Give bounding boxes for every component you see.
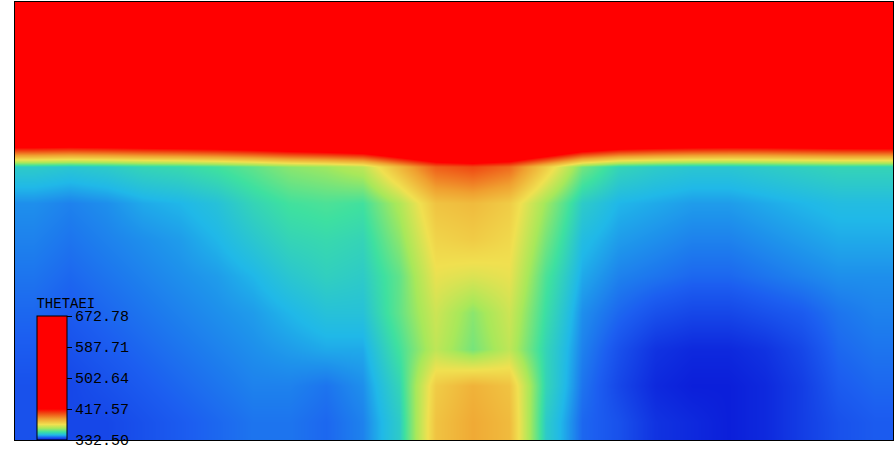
- svg-text:502.64: 502.64: [75, 371, 129, 388]
- svg-text:587.71: 587.71: [75, 340, 129, 357]
- svg-text:332.50: 332.50: [75, 433, 129, 450]
- svg-text:672.78: 672.78: [75, 309, 129, 326]
- svg-text:THETAEI: THETAEI: [36, 296, 95, 312]
- svg-text:417.57: 417.57: [75, 402, 129, 419]
